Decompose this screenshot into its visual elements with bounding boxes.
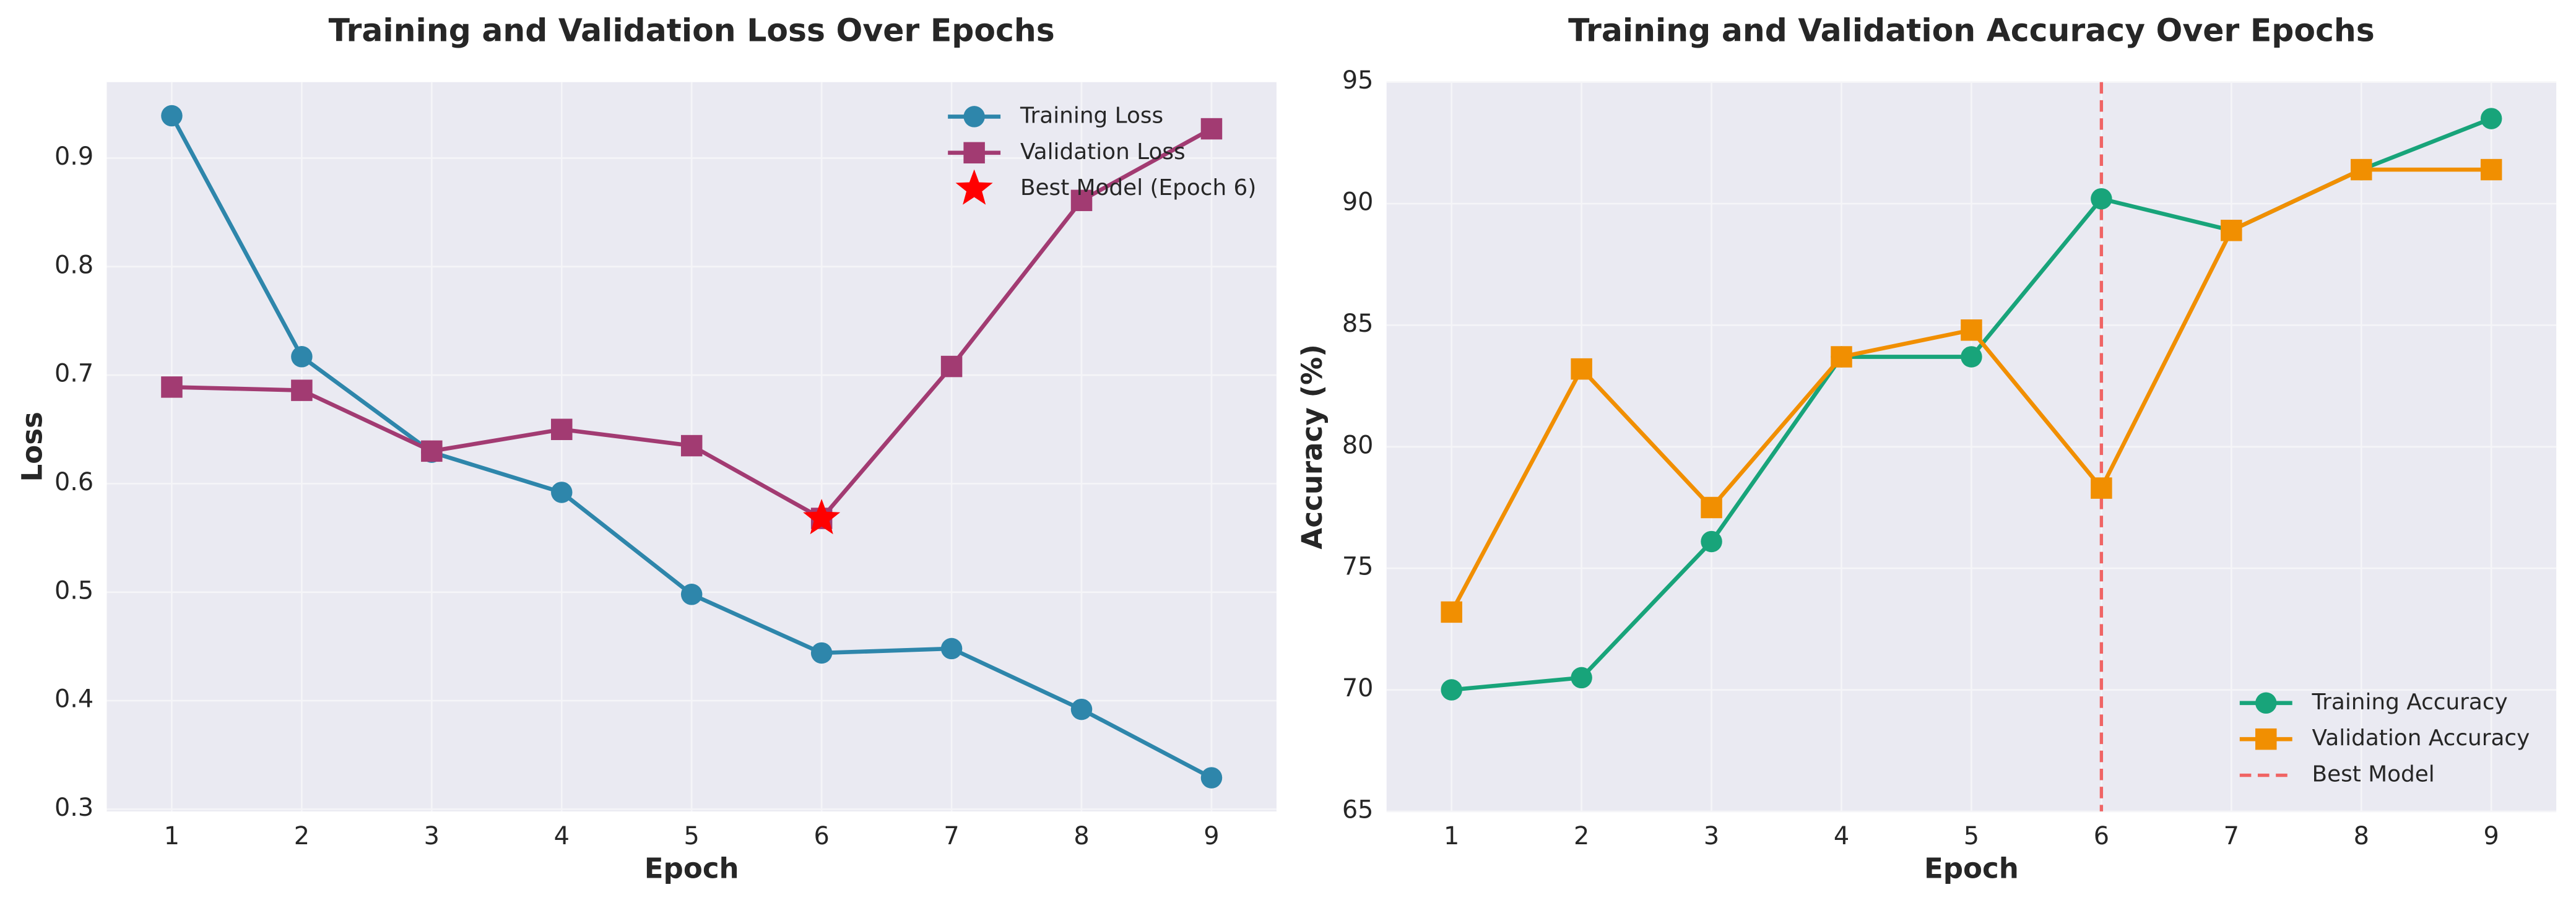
legend-symbol — [963, 106, 985, 128]
chart-title: Training and Validation Accuracy Over Ep… — [1568, 12, 2375, 49]
x-tick-label: 2 — [1574, 822, 1589, 850]
data-point — [1441, 679, 1462, 701]
data-point — [1070, 189, 1093, 212]
x-tick-label: 6 — [2094, 822, 2109, 850]
data-point — [680, 435, 703, 457]
x-tick-label: 5 — [684, 822, 700, 850]
y-tick-label: 0.7 — [54, 360, 93, 388]
x-axis-label: Epoch — [644, 852, 739, 884]
data-point — [1571, 358, 1592, 380]
x-tick-label: 4 — [554, 822, 570, 850]
x-tick-label: 3 — [424, 822, 440, 850]
legend-symbol — [2255, 728, 2277, 750]
x-tick-label: 1 — [164, 822, 180, 850]
y-tick-label: 75 — [1342, 553, 1374, 581]
x-axis-label: Epoch — [1924, 852, 2019, 884]
data-point — [1961, 319, 1982, 341]
y-tick-label: 0.8 — [54, 251, 93, 279]
x-tick-label: 2 — [294, 822, 310, 850]
y-tick-label: 0.4 — [54, 685, 93, 714]
y-tick-label: 85 — [1342, 309, 1374, 338]
y-tick-label: 80 — [1342, 431, 1374, 459]
legend-label: Training Loss — [1020, 103, 1163, 128]
data-point — [2480, 108, 2502, 129]
data-point — [940, 638, 963, 660]
y-tick-label: 90 — [1342, 188, 1374, 217]
data-point — [940, 355, 963, 378]
data-point — [2351, 158, 2372, 181]
legend-label: Validation Loss — [1020, 139, 1186, 165]
y-tick-label: 70 — [1342, 674, 1374, 703]
legend-label: Best Model — [2312, 762, 2435, 787]
x-tick-label: 4 — [1834, 822, 1849, 850]
data-point — [1441, 601, 1462, 623]
data-point — [2091, 188, 2112, 210]
chart-title: Training and Validation Loss Over Epochs — [329, 12, 1055, 49]
data-point — [291, 346, 313, 368]
data-point — [680, 584, 703, 605]
x-tick-label: 6 — [813, 822, 829, 850]
data-point — [161, 376, 183, 398]
x-tick-label: 9 — [2484, 822, 2499, 850]
legend-label: Best Model (Epoch 6) — [1020, 175, 1256, 201]
data-point — [2221, 220, 2242, 241]
legend-symbol — [955, 169, 993, 205]
y-axis-label: Loss — [16, 412, 49, 482]
y-tick-label: 0.6 — [54, 468, 93, 496]
x-tick-label: 5 — [1964, 822, 1979, 850]
data-point — [1831, 346, 1852, 368]
data-point — [161, 105, 183, 127]
legend-symbol — [2255, 692, 2277, 714]
x-tick-label: 1 — [1444, 822, 1459, 850]
data-point — [1701, 496, 1722, 519]
data-point — [1701, 530, 1722, 553]
data-point — [551, 482, 573, 503]
data-point — [810, 642, 833, 664]
data-point — [291, 379, 313, 401]
x-tick-label: 7 — [943, 822, 959, 850]
y-tick-label: 0.5 — [54, 576, 93, 605]
legend-label: Training Accuracy — [2312, 690, 2508, 715]
data-point — [421, 440, 443, 462]
data-point — [2480, 158, 2502, 181]
y-tick-label: 95 — [1342, 66, 1374, 95]
highlight-marker — [803, 498, 841, 535]
x-tick-label: 8 — [2354, 822, 2369, 850]
data-point — [1961, 346, 1982, 368]
legend-symbol — [963, 142, 985, 164]
data-point — [551, 418, 573, 441]
x-tick-label: 9 — [1203, 822, 1219, 850]
data-point — [1070, 698, 1093, 720]
y-tick-label: 65 — [1342, 795, 1374, 824]
data-point — [1571, 667, 1592, 689]
y-axis-label: Accuracy (%) — [1296, 344, 1329, 549]
data-point — [1200, 767, 1223, 789]
y-tick-label: 0.9 — [54, 142, 93, 171]
data-point — [1200, 118, 1223, 140]
x-tick-label: 8 — [1073, 822, 1089, 850]
x-tick-label: 3 — [1704, 822, 1719, 850]
x-tick-label: 7 — [2224, 822, 2239, 850]
data-point — [2091, 477, 2112, 499]
y-tick-label: 0.3 — [54, 793, 93, 822]
legend-label: Validation Accuracy — [2312, 725, 2530, 751]
